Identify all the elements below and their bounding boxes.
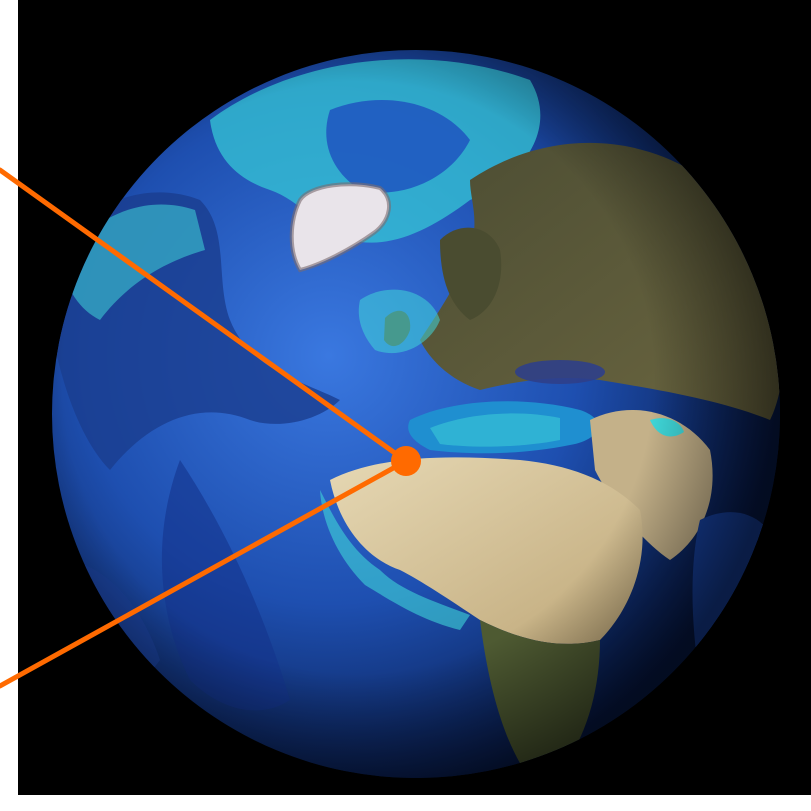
globe-shading xyxy=(52,50,780,778)
pointer-line-upper xyxy=(0,167,409,464)
pointer-line-lower xyxy=(0,458,409,689)
location-marker xyxy=(391,446,421,476)
